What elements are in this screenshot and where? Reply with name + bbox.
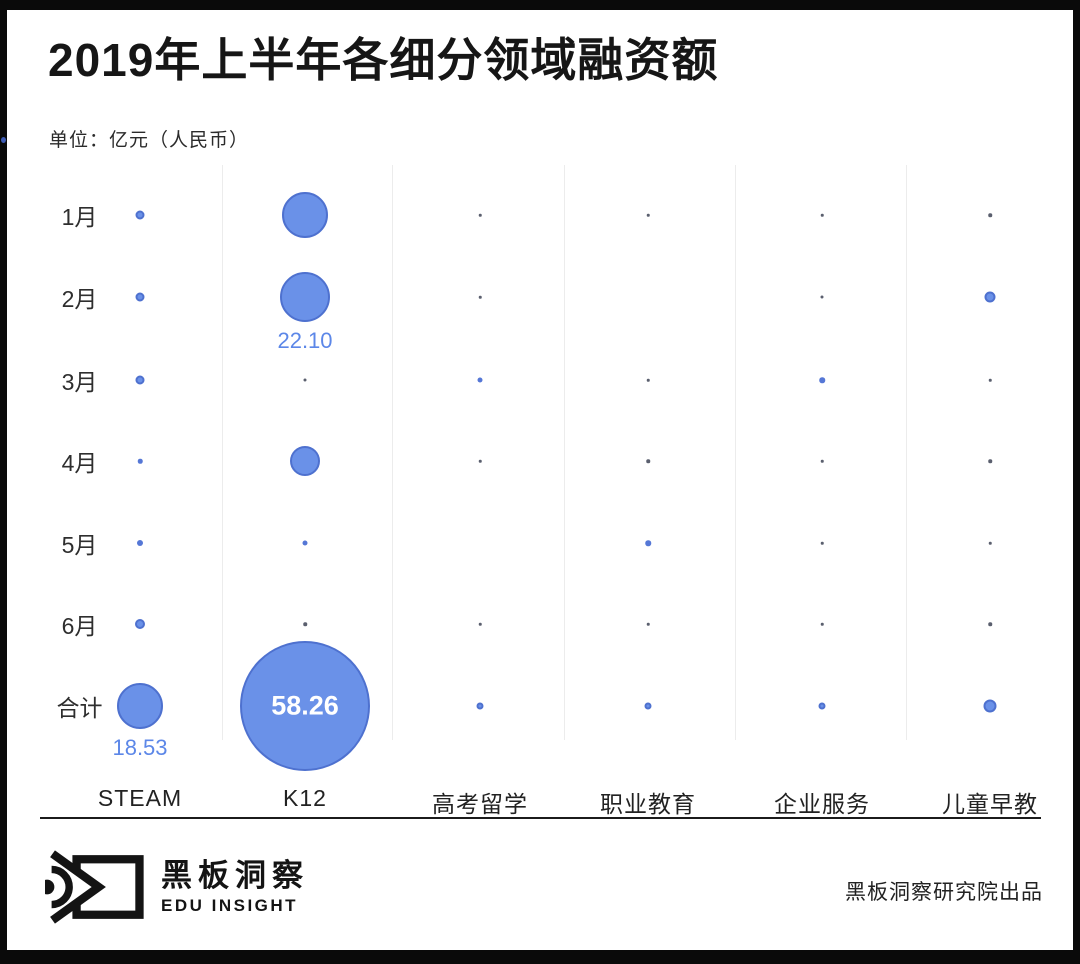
bubble	[476, 702, 484, 710]
bubble	[646, 459, 650, 463]
bubble	[137, 458, 143, 464]
bubble	[820, 295, 824, 299]
bubble	[819, 377, 825, 383]
page-title: 2019年上半年各细分领域融资额	[48, 34, 719, 86]
logo-text: 黑板洞察 EDU INSIGHT	[161, 858, 309, 916]
x-axis-label: STEAM	[97, 785, 183, 811]
x-axis-label: 高考留学	[432, 791, 528, 817]
bubble	[280, 272, 330, 322]
unit-subtitle: 单位：亿元（人民币）	[49, 130, 250, 151]
edge-artifact-dot	[1, 137, 6, 143]
bubble	[818, 702, 826, 710]
bubble	[820, 213, 824, 217]
grid-line	[222, 165, 223, 740]
value-label: 58.26	[271, 690, 339, 721]
footer-separator-line	[40, 817, 1041, 819]
chart-page: 2019年上半年各细分领域融资额 单位：亿元（人民币） 1月 2月 3月 4月 5月 6月…	[7, 10, 1073, 950]
bubble	[820, 622, 824, 626]
bubble	[645, 540, 651, 546]
bubble	[478, 622, 482, 626]
x-axis-label: 企业服务	[774, 791, 870, 817]
bubble	[135, 375, 145, 385]
bubble	[135, 619, 145, 629]
bubble	[303, 622, 307, 626]
bubble-chart: 1月 2月 3月 4月 5月 6月合计 STEAM K12 高考留学 职业教育 企业服务 儿童早教 22…	[7, 10, 1073, 950]
bubble	[303, 378, 307, 382]
bubble	[646, 378, 650, 382]
bubble	[478, 213, 482, 217]
bubble	[988, 541, 992, 545]
bubble	[820, 459, 824, 463]
bubble	[988, 622, 992, 626]
logo-name-en: EDU INSIGHT	[161, 895, 299, 915]
grid-line	[564, 165, 565, 740]
y-axis-label: 3月	[61, 369, 98, 395]
bubble	[984, 291, 996, 303]
bubble	[240, 641, 370, 771]
value-label: 22.10	[277, 328, 333, 353]
bubble	[646, 622, 650, 626]
bubble	[135, 292, 145, 302]
bubble	[282, 192, 328, 238]
y-axis-label: 6月	[61, 613, 98, 639]
bubble	[820, 541, 824, 545]
edu-insight-logo: 黑板洞察 EDU INSIGHT	[45, 850, 309, 924]
y-axis-label: 1月	[61, 204, 98, 230]
grid-line	[392, 165, 393, 740]
value-label: 18.53	[112, 735, 168, 760]
grid-line	[906, 165, 907, 740]
bubble	[478, 295, 482, 299]
bubble	[302, 540, 308, 546]
bubble	[988, 378, 992, 382]
grid-line	[735, 165, 736, 740]
x-axis-label: 职业教育	[600, 791, 696, 817]
bubble	[646, 213, 650, 217]
bubble	[988, 459, 992, 463]
bubble	[477, 377, 483, 383]
bubble	[644, 702, 652, 710]
y-axis-label: 4月	[61, 450, 98, 476]
bubble	[983, 699, 997, 713]
bubble	[117, 683, 163, 729]
bubble	[478, 459, 482, 463]
bubble	[137, 540, 143, 546]
x-axis-label: 儿童早教	[942, 791, 1038, 817]
y-axis-label: 合计	[56, 695, 103, 721]
credit-text: 黑板洞察研究院出品	[845, 881, 1043, 904]
x-axis-label: K12	[283, 785, 327, 811]
bubble	[290, 446, 320, 476]
bubble	[988, 213, 992, 217]
bubble	[135, 210, 145, 220]
y-axis-label: 5月	[61, 532, 98, 558]
eye-logo-icon	[45, 850, 144, 924]
logo-name-cn: 黑板洞察	[161, 858, 309, 894]
y-axis-label: 2月	[61, 286, 98, 312]
